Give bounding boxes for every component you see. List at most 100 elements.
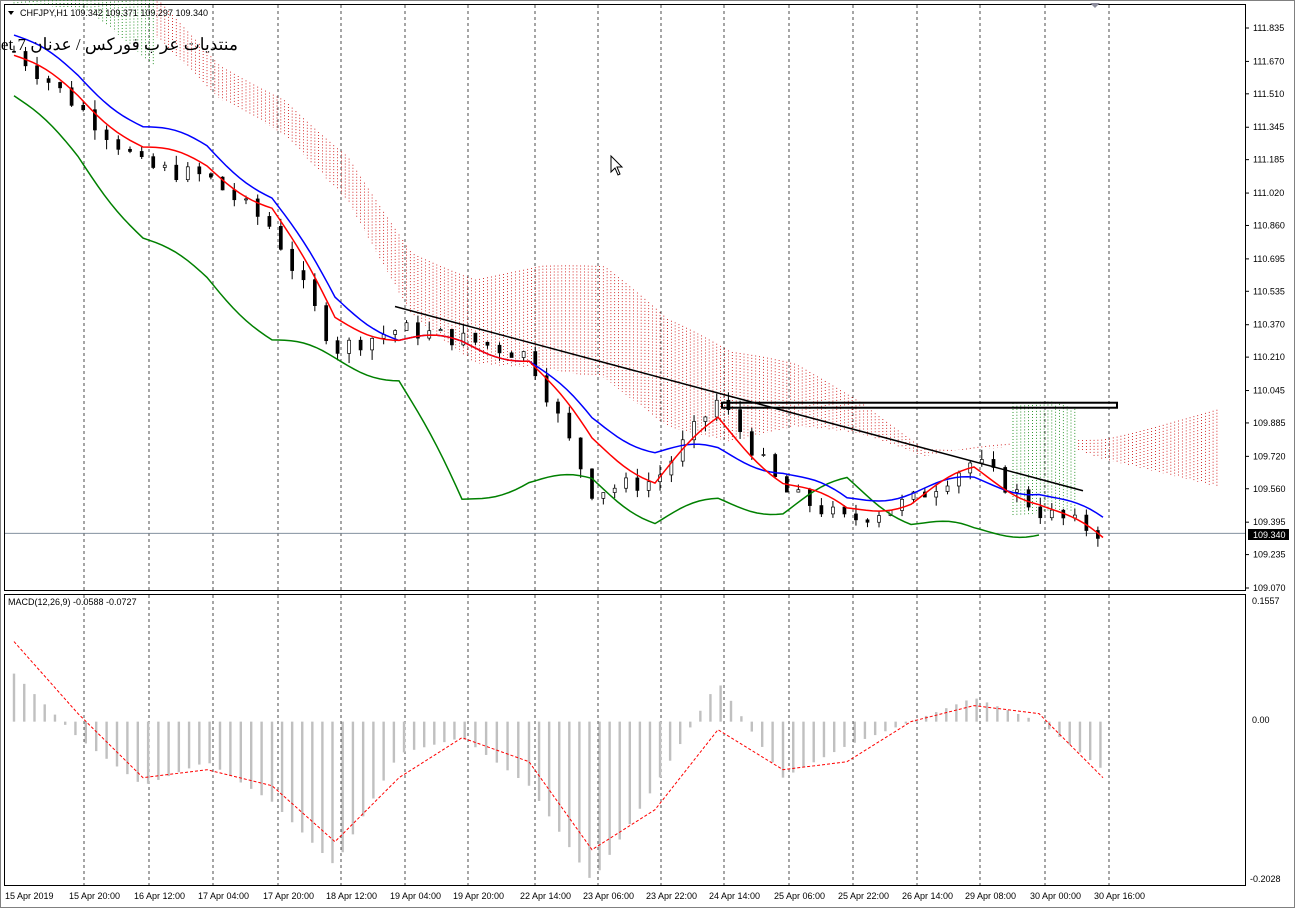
candle-body bbox=[116, 139, 121, 150]
candle-body bbox=[46, 78, 51, 83]
current-price-box bbox=[1248, 529, 1289, 540]
price-tick-4: 111.185 bbox=[1253, 155, 1284, 165]
tenkan-line bbox=[13, 54, 1104, 539]
time-label-9: 23 Apr 06:00 bbox=[583, 891, 634, 901]
time-label-0: 15 Apr 2019 bbox=[5, 891, 54, 901]
candle-body bbox=[726, 399, 731, 411]
candle-body bbox=[497, 344, 502, 354]
candle-body bbox=[761, 454, 766, 456]
time-label-10: 23 Apr 22:00 bbox=[646, 891, 697, 901]
price-tick-9: 110.370 bbox=[1253, 320, 1285, 330]
candle-body bbox=[35, 65, 39, 80]
price-tick-5: 111.020 bbox=[1253, 188, 1284, 198]
candle-body bbox=[692, 421, 696, 441]
time-label-12: 25 Apr 06:00 bbox=[774, 891, 825, 901]
candle-body bbox=[590, 468, 594, 499]
candle-body bbox=[1038, 506, 1043, 519]
time-label-17: 30 Apr 16:00 bbox=[1094, 891, 1145, 901]
macd-axis: 0.1557 0.00 -0.2028 bbox=[1250, 596, 1281, 884]
macd-tick-zero: 0.00 bbox=[1252, 715, 1270, 725]
candle-body bbox=[485, 341, 490, 346]
time-label-4: 17 Apr 20:00 bbox=[263, 891, 314, 901]
trend-drawings[interactable] bbox=[394, 305, 1118, 492]
candle-body bbox=[185, 166, 190, 181]
candle-body bbox=[312, 279, 317, 306]
candle-body bbox=[244, 198, 248, 201]
candle-body bbox=[278, 226, 283, 250]
candle-body bbox=[635, 477, 640, 491]
candle-body bbox=[521, 351, 526, 358]
candle-body bbox=[69, 87, 74, 106]
candle-body bbox=[703, 416, 708, 422]
candle-body bbox=[544, 375, 549, 403]
macd-label: MACD(12,26,9) -0.0588 -0.0727 bbox=[8, 597, 137, 607]
macd-panel[interactable] bbox=[4, 594, 1246, 886]
candle-body bbox=[842, 506, 847, 515]
price-panel[interactable] bbox=[4, 4, 1246, 591]
price-tick-14: 109.560 bbox=[1253, 484, 1286, 494]
candle-body bbox=[416, 322, 420, 339]
candle-body bbox=[1003, 467, 1008, 493]
candle-body bbox=[93, 109, 97, 131]
price-tick-16: 109.235 bbox=[1253, 550, 1286, 560]
shift-marker-icon[interactable] bbox=[1090, 3, 1100, 8]
symbol-header: CHFJPY,H1 109.342 109.371 109.297 109.34… bbox=[20, 8, 208, 18]
candle-body bbox=[255, 198, 260, 217]
time-label-8: 22 Apr 14:00 bbox=[520, 891, 571, 901]
candle-body bbox=[945, 485, 950, 492]
candle-body bbox=[151, 156, 156, 168]
watermark-text: منتديات عرب فوركس / عدنان 7 www.arabfx.n… bbox=[0, 35, 238, 55]
dropdown-arrow-icon[interactable] bbox=[8, 11, 14, 15]
candle-body bbox=[324, 305, 329, 342]
horizontal-level-line bbox=[721, 401, 1118, 409]
candle-body bbox=[438, 329, 443, 332]
candle-body bbox=[301, 270, 306, 281]
ichimoku-cloud bbox=[13, 0, 1218, 518]
candle-body bbox=[749, 431, 754, 456]
price-tick-6: 110.860 bbox=[1253, 220, 1285, 230]
candle-body bbox=[509, 352, 514, 358]
candle-body bbox=[404, 322, 409, 331]
candle-body bbox=[877, 515, 881, 523]
candle-body bbox=[624, 477, 628, 489]
candle-body bbox=[347, 339, 351, 354]
price-tick-0: 111.835 bbox=[1253, 23, 1284, 33]
time-label-1: 15 Apr 20:00 bbox=[69, 891, 120, 901]
time-label-3: 17 Apr 04:00 bbox=[198, 891, 249, 901]
time-axis: 15 Apr 2019 15 Apr 20:00 16 Apr 12:00 17 Ap… bbox=[5, 891, 1145, 901]
candle-body bbox=[461, 332, 466, 346]
candle-body bbox=[335, 340, 340, 354]
candle-body bbox=[473, 332, 478, 343]
candle-body bbox=[220, 176, 225, 191]
price-tick-3: 111.345 bbox=[1253, 122, 1284, 132]
candle-body bbox=[209, 173, 213, 178]
descending-trendline bbox=[394, 305, 1084, 492]
time-label-14: 26 Apr 14:00 bbox=[902, 891, 953, 901]
price-tick-7: 110.695 bbox=[1253, 254, 1285, 264]
price-tick-12: 109.885 bbox=[1253, 418, 1286, 428]
candle-body bbox=[556, 401, 560, 414]
candle-body bbox=[957, 472, 961, 487]
price-tick-17: 109.070 bbox=[1253, 583, 1286, 593]
candle-body bbox=[162, 164, 167, 168]
candle-body bbox=[12, 50, 16, 53]
candle-body bbox=[612, 487, 617, 493]
price-tick-15: 109.395 bbox=[1253, 517, 1286, 527]
time-label-6: 19 Apr 04:00 bbox=[390, 891, 441, 901]
candle-body bbox=[773, 454, 778, 477]
macd-signal-line bbox=[13, 641, 1104, 851]
candle-body bbox=[911, 491, 916, 500]
candle-body bbox=[646, 481, 651, 491]
candle-body bbox=[533, 351, 538, 377]
time-label-13: 25 Apr 22:00 bbox=[838, 891, 889, 901]
price-tick-10: 110.210 bbox=[1253, 352, 1285, 362]
candle-body bbox=[232, 189, 237, 201]
price-tick-2: 111.510 bbox=[1253, 89, 1284, 99]
candle-body bbox=[370, 337, 374, 351]
candle-body bbox=[601, 492, 606, 499]
kijun-line bbox=[13, 34, 1104, 518]
candle-body bbox=[128, 148, 132, 152]
indicator-lines bbox=[13, 34, 1104, 539]
macd-histogram bbox=[12, 641, 1104, 878]
